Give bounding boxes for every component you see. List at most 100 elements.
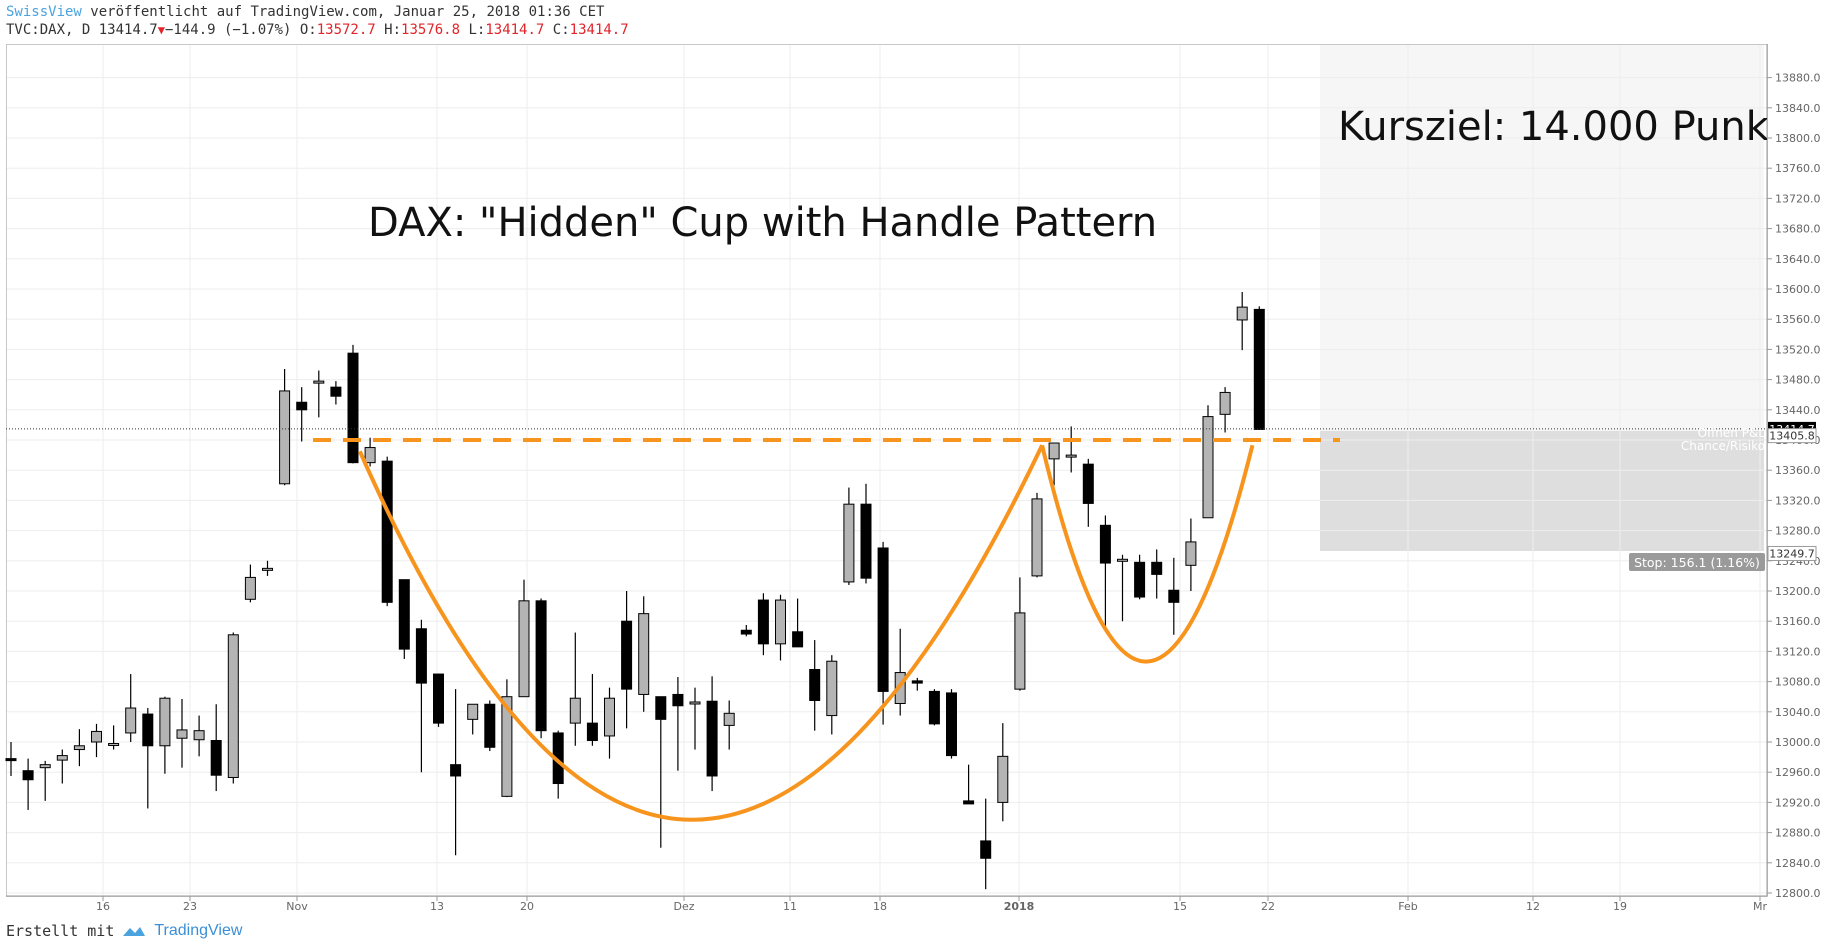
price-tick-label: 13000.0 xyxy=(1775,736,1821,749)
candle xyxy=(569,632,581,746)
time-tick-label: 16 xyxy=(96,900,110,913)
candle xyxy=(894,628,906,716)
time-tick-label: 18 xyxy=(873,900,887,913)
candle xyxy=(535,598,547,739)
candle xyxy=(621,591,633,729)
close-value: 13414.7 xyxy=(569,22,629,38)
candle xyxy=(655,696,667,848)
time-tick-label: Mr xyxy=(1753,900,1767,913)
price-tick-label: 13720.0 xyxy=(1775,192,1821,205)
price-tick-label: 13680.0 xyxy=(1775,223,1821,236)
candle xyxy=(1014,577,1026,691)
candles xyxy=(5,292,1265,890)
price-tick-label: 12920.0 xyxy=(1775,796,1821,809)
high-value: 13576.8 xyxy=(401,22,461,38)
price-tick-label: 13480.0 xyxy=(1775,374,1821,387)
candle xyxy=(792,598,804,648)
candle xyxy=(980,798,992,890)
time-tick-label: Feb xyxy=(1398,900,1417,913)
candle xyxy=(381,456,393,607)
candle xyxy=(450,689,462,856)
ohlc-legend: TVC:DAX, D 13414.7▼−144.9 (−1.07%) O:135… xyxy=(6,22,629,38)
tradingview-logo-icon xyxy=(123,927,146,936)
price-tick-label: 13200.0 xyxy=(1775,585,1821,598)
candle xyxy=(415,619,427,773)
entry-price-marker: 13405.8 xyxy=(1767,428,1817,444)
price-tick-label: 13600.0 xyxy=(1775,283,1821,296)
brand-name[interactable]: SwissView xyxy=(6,4,82,20)
candle xyxy=(963,764,975,805)
svg-text:13405.8: 13405.8 xyxy=(1769,430,1815,443)
candle xyxy=(928,689,940,726)
target-clip: Kursziel: 14.000 Punkte xyxy=(1338,104,1767,150)
handle-curve xyxy=(1040,444,1255,664)
candle xyxy=(484,700,496,752)
price-tick-label: 13520.0 xyxy=(1775,343,1821,356)
candle xyxy=(604,687,615,759)
candle xyxy=(1202,405,1214,519)
price-tick-label: 12800.0 xyxy=(1775,887,1821,900)
price-tick-label: 13440.0 xyxy=(1775,404,1821,417)
price-tick-label: 13840.0 xyxy=(1775,102,1821,115)
risk-label: Chance/Risiko xyxy=(1681,439,1765,453)
candle xyxy=(313,370,325,418)
candle xyxy=(1099,515,1111,628)
candle xyxy=(108,725,120,750)
stop-badge xyxy=(1629,553,1765,571)
candle xyxy=(740,624,752,637)
low-value: 13414.7 xyxy=(485,22,545,38)
low-label: L: xyxy=(468,22,486,38)
open-value: 13572.7 xyxy=(316,22,376,38)
price-tick-label: 13560.0 xyxy=(1775,313,1821,326)
candle xyxy=(1168,557,1180,635)
last-price: 13414.7 xyxy=(98,22,158,38)
candle xyxy=(689,687,701,750)
candle xyxy=(467,703,479,735)
candle xyxy=(757,593,769,656)
candle xyxy=(125,674,137,742)
candle xyxy=(1048,442,1060,486)
time-tick-label: 23 xyxy=(183,900,197,913)
chart-title: DAX: "Hidden" Cup with Handle Pattern xyxy=(368,200,1157,246)
time-tick-label: 22 xyxy=(1261,900,1275,913)
candle xyxy=(518,579,530,698)
price-tick-label: 13080.0 xyxy=(1775,676,1821,689)
tradingview-link[interactable]: TradingView xyxy=(154,922,243,939)
candle xyxy=(723,700,735,750)
candle xyxy=(1031,492,1043,578)
price-change: −144.9 (−1.07%) xyxy=(164,22,292,38)
price-tick-label: 13320.0 xyxy=(1775,494,1821,507)
price-tick-label: 13760.0 xyxy=(1775,162,1821,175)
close-label: C: xyxy=(552,22,570,38)
symbol-label: TVC:DAX, D xyxy=(6,22,91,38)
candle xyxy=(210,704,222,792)
candle xyxy=(911,677,923,691)
candle xyxy=(1082,458,1094,527)
pnl-label: Offnen P&L xyxy=(1698,426,1766,440)
price-tick-label: 13880.0 xyxy=(1775,72,1821,85)
price-tick-label: 13280.0 xyxy=(1775,525,1821,538)
candle xyxy=(296,387,308,442)
candle xyxy=(1117,554,1128,622)
candle xyxy=(433,673,444,727)
grid-lines xyxy=(6,44,1767,896)
time-tick-label: 2018 xyxy=(1004,900,1035,913)
candle xyxy=(946,689,957,759)
candle xyxy=(279,369,291,486)
candle xyxy=(176,698,188,768)
candle xyxy=(672,677,684,771)
candle xyxy=(1236,292,1248,351)
candle xyxy=(244,564,256,603)
candle xyxy=(39,760,51,801)
price-tick-label: 12840.0 xyxy=(1775,857,1821,870)
price-tick-label: 13040.0 xyxy=(1775,706,1821,719)
candle xyxy=(843,487,855,585)
candle xyxy=(809,640,821,731)
time-tick-label: 19 xyxy=(1613,900,1627,913)
cup-curve xyxy=(358,444,1044,822)
candle xyxy=(1253,306,1265,430)
candle xyxy=(997,723,1009,822)
candle xyxy=(159,696,171,774)
candle xyxy=(364,437,376,467)
